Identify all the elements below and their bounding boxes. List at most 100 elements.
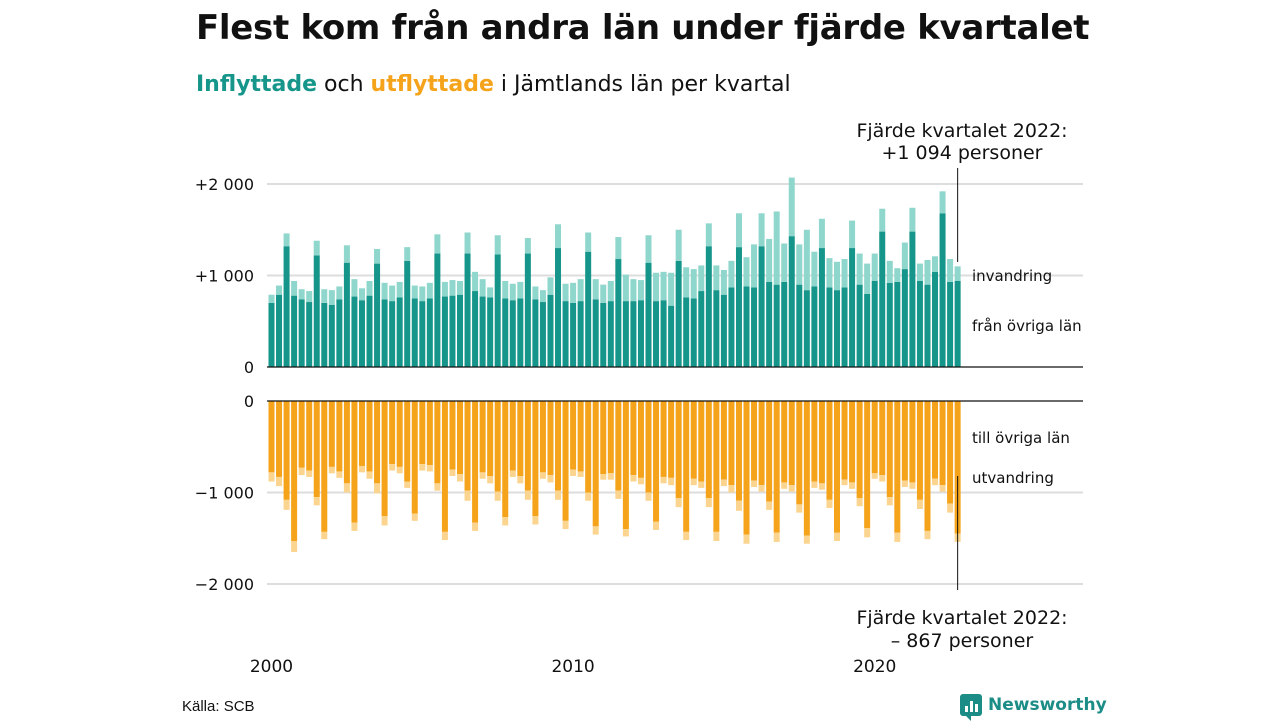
bar-in-immigration [366, 280, 373, 296]
bar-out-domestic [600, 401, 607, 475]
bar-in-immigration [811, 251, 818, 287]
bar-in-immigration [276, 285, 283, 295]
bar-in-domestic [479, 296, 486, 367]
bar-out-emigration [562, 520, 569, 530]
bar-in-domestic [668, 305, 675, 367]
bar-in-immigration [555, 224, 562, 249]
bar-in-immigration [464, 232, 471, 254]
bar-out-emigration [668, 477, 675, 486]
bar-in-domestic [306, 302, 313, 367]
y-tick-label-top: +2 000 [195, 175, 254, 194]
bar-out-emigration [426, 465, 433, 472]
bar-out-domestic [932, 401, 939, 479]
bar-in-domestic [600, 302, 607, 367]
bar-in-domestic [954, 280, 961, 367]
bar-in-immigration [849, 220, 856, 249]
bar-in-immigration [751, 244, 758, 288]
bar-in-immigration [419, 286, 426, 302]
bar-out-emigration [871, 473, 878, 479]
bar-in-immigration [509, 283, 516, 301]
bar-in-immigration [735, 213, 742, 248]
bar-in-domestic [856, 284, 863, 367]
series-label-utvandring: utvandring [972, 469, 1054, 487]
bar-out-emigration [811, 481, 818, 488]
series-label-invandring: invandring [972, 267, 1052, 285]
bar-in-domestic [735, 247, 742, 367]
bar-in-domestic [894, 281, 901, 367]
bar-out-emigration [351, 522, 358, 531]
bar-out-domestic [321, 401, 328, 532]
bar-out-domestic [871, 401, 878, 474]
bar-in-immigration [351, 279, 358, 297]
subtitle-inflyttade: Inflyttade [196, 72, 318, 97]
bar-in-domestic [645, 262, 652, 367]
bar-in-domestic [622, 301, 629, 367]
bar-in-domestic [366, 295, 373, 367]
bar-in-domestic [766, 281, 773, 367]
bar-out-emigration [939, 485, 946, 492]
x-tick-label: 2000 [250, 657, 293, 677]
y-tick-label-bottom: 0 [244, 392, 254, 411]
bar-out-emigration [479, 472, 486, 479]
bar-in-domestic [841, 287, 848, 367]
bar-in-immigration [637, 280, 644, 301]
bar-in-domestic [758, 246, 765, 367]
bar-in-immigration [517, 281, 524, 299]
bar-out-emigration [291, 540, 298, 552]
bar-out-emigration [630, 475, 637, 482]
bar-out-domestic [901, 401, 908, 481]
bar-out-domestic [268, 401, 275, 473]
bar-in-immigration [577, 279, 584, 302]
bar-out-emigration [849, 482, 856, 489]
bar-in-immigration [932, 256, 939, 272]
bar-in-immigration [675, 229, 682, 261]
bar-in-immigration [472, 271, 479, 292]
brand-logo[interactable]: Newsworthy [960, 694, 1107, 721]
bar-in-domestic [419, 301, 426, 367]
bar-in-immigration [924, 259, 931, 285]
bar-in-domestic [577, 301, 584, 367]
bar-out-emigration [441, 531, 448, 541]
bar-in-immigration [645, 235, 652, 263]
bar-out-emigration [313, 497, 320, 506]
bar-in-immigration [404, 247, 411, 261]
bar-in-domestic [524, 253, 531, 367]
bar-out-domestic [668, 401, 675, 478]
bar-out-emigration [547, 475, 554, 483]
bar-out-emigration [321, 531, 328, 540]
bar-out-emigration [879, 475, 886, 482]
bar-out-emigration [343, 483, 350, 493]
subtitle-and: och [317, 72, 371, 97]
bar-in-immigration [947, 259, 954, 282]
bar-out-emigration [622, 529, 629, 537]
bar-in-domestic [705, 246, 712, 367]
series-label-fran-ovriga-lan: från övriga län [972, 317, 1082, 335]
grid-layer [267, 183, 1083, 585]
bar-in-immigration [524, 237, 531, 254]
bar-in-immigration [683, 267, 690, 298]
bar-in-domestic [826, 287, 833, 367]
bar-out-domestic [773, 401, 780, 533]
bar-in-immigration [585, 232, 592, 252]
bar-in-domestic [441, 296, 448, 367]
bar-out-emigration [532, 516, 539, 525]
bar-in-immigration [864, 263, 871, 294]
bar-in-domestic [675, 260, 682, 367]
bar-in-domestic [351, 296, 358, 367]
bar-out-domestic [449, 401, 456, 470]
bar-in-domestic [788, 236, 795, 367]
bar-out-domestic [698, 401, 705, 482]
bar-out-domestic [404, 401, 411, 482]
subtitle-rest: i Jämtlands län per kvartal [493, 72, 791, 97]
bar-out-emigration [396, 466, 403, 474]
bar-out-emigration [570, 469, 577, 477]
bar-out-domestic [622, 401, 629, 530]
bar-out-emigration [947, 503, 954, 513]
bar-in-domestic [562, 301, 569, 367]
bar-in-immigration [570, 282, 577, 303]
bar-in-immigration [457, 280, 463, 295]
bar-out-domestic [834, 401, 840, 533]
bar-in-domestic [796, 284, 803, 367]
bar-out-emigration [660, 476, 667, 484]
bar-in-immigration [894, 268, 901, 282]
